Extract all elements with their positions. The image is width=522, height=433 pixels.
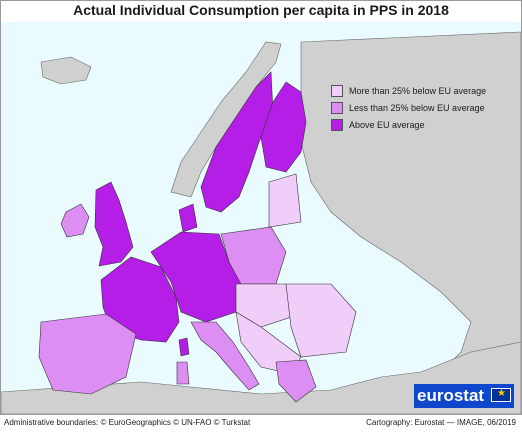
eu-flag-icon xyxy=(491,388,511,402)
central-europe xyxy=(235,283,292,328)
legend-item: Less than 25% below EU average xyxy=(331,99,486,116)
copyright-text: Administrative boundaries: © EuroGeograp… xyxy=(4,418,251,427)
finland xyxy=(260,81,307,173)
legend: More than 25% below EU average Less than… xyxy=(331,82,486,133)
iberia xyxy=(38,313,137,395)
legend-label: Above EU average xyxy=(349,119,425,130)
legend-item: Above EU average xyxy=(331,116,486,133)
italy xyxy=(190,321,260,391)
logo-text: eurostat xyxy=(417,386,485,405)
europe-map xyxy=(1,22,521,414)
legend-swatch xyxy=(331,101,343,114)
norway xyxy=(170,41,282,198)
greece xyxy=(275,359,317,403)
map-title: Actual Individual Consumption per capita… xyxy=(73,2,449,18)
corsica xyxy=(178,337,190,357)
sardinia xyxy=(176,361,190,385)
non-eu-land-south xyxy=(1,341,521,414)
map-area: More than 25% below EU average Less than… xyxy=(1,22,521,414)
legend-label: More than 25% below EU average xyxy=(349,85,487,96)
legend-item: More than 25% below EU average xyxy=(331,82,486,99)
iceland xyxy=(40,56,92,85)
footer: Administrative boundaries: © EuroGeograp… xyxy=(0,414,522,433)
romania-bulgaria xyxy=(285,283,357,358)
legend-swatch xyxy=(331,84,343,97)
denmark xyxy=(178,203,198,233)
eurostat-logo: eurostat xyxy=(414,384,514,408)
cartography-credit: Cartography: Eurostat — IMAGE, 06/2019 xyxy=(366,418,516,427)
ireland xyxy=(60,203,90,238)
baltics xyxy=(268,173,302,228)
united-kingdom xyxy=(94,181,134,267)
non-eu-land xyxy=(300,31,521,414)
legend-label: Less than 25% below EU average xyxy=(349,102,485,113)
legend-swatch xyxy=(331,118,343,131)
